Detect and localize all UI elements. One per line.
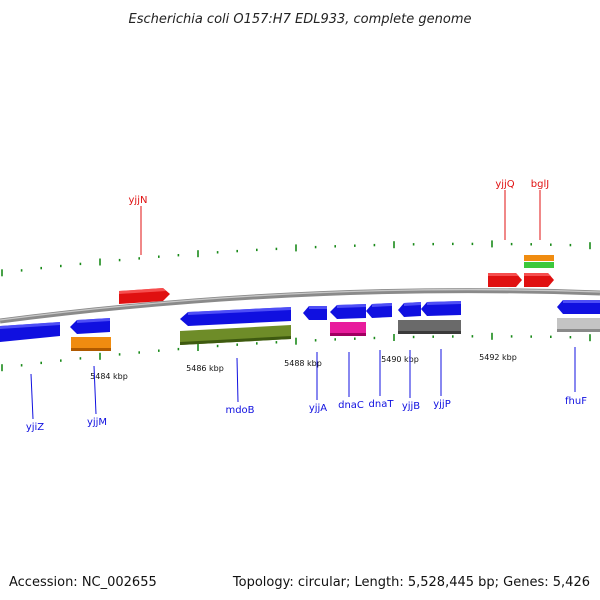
label-yjjN[interactable]: yjjN [129,195,148,206]
map-title: Escherichia coli O157:H7 EDL933, complet… [129,12,472,27]
scale-label-5492: 5492 kbp [479,353,517,362]
topology-text: Topology: circular; Length: 5,528,445 bp… [232,575,590,590]
gene-yjjA[interactable] [303,306,327,320]
feature-fhuF-lightgray-shade [557,329,600,332]
label-yjjQ[interactable]: yjjQ [495,179,514,190]
label-mdoB[interactable]: mdoB [225,405,254,416]
leader-mdoB [236,357,239,403]
feature-fhuF-lightgray [557,318,600,332]
label-bglJ[interactable]: bglJ [531,179,549,190]
gene-yjjN[interactable] [119,288,170,304]
label-dnaT[interactable]: dnaT [369,399,395,410]
feature-bglJ-green [524,262,554,268]
feature-bglJ-orange [524,255,554,261]
gene-bglJ[interactable] [524,273,554,287]
feature-yjjB-gray [398,320,461,334]
feature-mdoB-olive-shade [180,336,291,345]
feature-dnaC-magenta-shade [330,333,366,336]
gene-fhuF[interactable] [557,300,600,314]
scale-label-5490: 5490 kbp [381,355,419,364]
label-yjjB[interactable]: yjjB [402,401,420,412]
gene-yjjP[interactable] [421,301,461,316]
scale-label-5488: 5488 kbp [284,359,322,368]
label-dnaC[interactable]: dnaC [338,400,364,411]
label-fhuF[interactable]: fhuF [565,396,587,407]
gene-yjjB[interactable] [398,302,421,317]
feature-yjjB-gray-shade [398,331,461,334]
leader-yjiZ [30,373,34,420]
gene-yjjQ[interactable] [488,273,522,287]
accession-text: Accession: NC_002655 [9,575,157,590]
genome-backbone-highlight [0,288,600,321]
gene-dnaT[interactable] [366,303,392,318]
gene-yjjM[interactable] [70,318,110,334]
leader-yjjM [93,365,97,415]
gene-dnaC[interactable] [330,304,366,319]
genome-backbone [0,288,600,324]
feature-yjjM-orange-shade [71,348,111,351]
lower-tick-track [1,332,591,372]
scale-label-5486: 5486 kbp [186,364,224,373]
upper-tick-track [1,240,591,277]
scale-label-5484: 5484 kbp [90,372,128,381]
label-yjjP[interactable]: yjjP [433,399,451,410]
label-yjjA[interactable]: yjjA [309,403,327,414]
feature-dnaC-magenta [330,322,366,336]
gene-yjiZ[interactable] [0,322,60,342]
label-yjiZ[interactable]: yjiZ [26,422,44,433]
feature-yjjM-orange [71,337,111,351]
gene-mdoB[interactable] [180,307,291,326]
label-yjjM[interactable]: yjjM [87,417,107,428]
